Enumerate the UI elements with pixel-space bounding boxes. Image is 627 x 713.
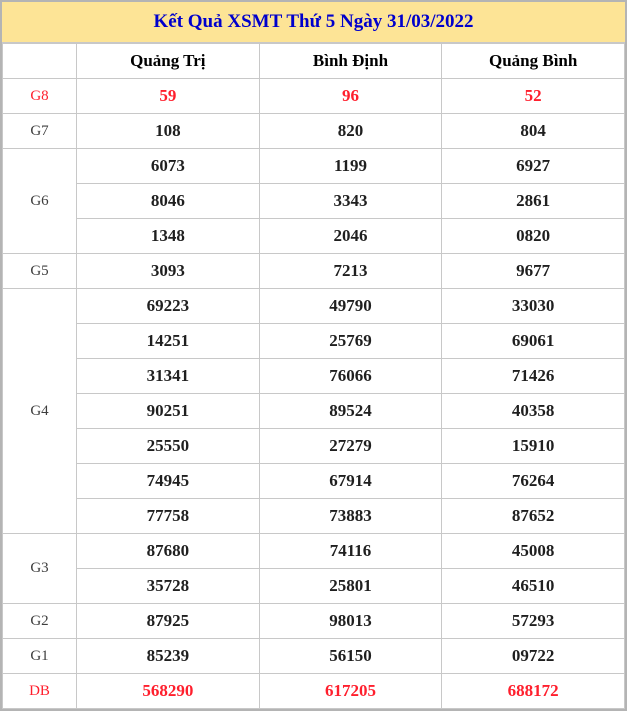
prize-row-g5: G5 3093 7213 9677 [2, 253, 625, 289]
prize-value: 27279 [258, 428, 443, 464]
prize-value: 09722 [441, 638, 625, 674]
prize-value: 67914 [258, 463, 443, 499]
prize-value: 6927 [441, 148, 625, 184]
prize-value: 52 [441, 78, 625, 114]
prize-value: 804 [441, 113, 625, 149]
prize-row-g3-1: G3 87680 74116 45008 [2, 533, 625, 604]
prize-row-g3-2: 35728 25801 46510 [3, 568, 625, 604]
prize-label-g8: G8 [2, 78, 77, 114]
prize-row-g2: G2 87925 98013 57293 [2, 603, 625, 639]
prize-value: 3343 [258, 183, 443, 219]
prize-value: 87680 [76, 533, 260, 569]
prize-value: 1348 [76, 218, 260, 254]
prize-label-g1: G1 [2, 638, 77, 674]
prize-value: 77758 [76, 498, 260, 534]
prize-value: 74945 [76, 463, 260, 499]
prize-value: 87652 [441, 498, 625, 534]
prize-value: 6073 [76, 148, 260, 184]
prize-value: 688172 [441, 673, 625, 709]
prize-value: 8046 [76, 183, 260, 219]
prize-value: 25550 [76, 428, 260, 464]
prize-label-g3: G3 [2, 533, 77, 604]
prize-value: 25801 [258, 568, 443, 604]
results-table-body: G8 59 96 52 G7 108 820 804 G6 6073 1199 6927 8046 334… [2, 78, 625, 709]
prize-value: 7213 [258, 253, 443, 289]
prize-value: 46510 [441, 568, 625, 604]
prize-value: 90251 [76, 393, 260, 429]
prize-value: 49790 [258, 288, 443, 324]
prize-value: 108 [76, 113, 260, 149]
prize-value: 73883 [258, 498, 443, 534]
prize-label-g7: G7 [2, 113, 77, 149]
prize-value: 59 [76, 78, 260, 114]
prize-value: 76264 [441, 463, 625, 499]
prize-row-g4-3: 31341 76066 71426 [3, 358, 625, 394]
prize-value: 2861 [441, 183, 625, 219]
prize-value: 15910 [441, 428, 625, 464]
prize-value: 0820 [441, 218, 625, 254]
prize-value: 98013 [258, 603, 443, 639]
prize-row-g6-1: G6 6073 1199 6927 [2, 148, 625, 254]
header-row: Quảng Trị Bình Định Quảng Bình [2, 43, 625, 79]
prize-value: 69223 [76, 288, 260, 324]
prize-value: 89524 [258, 393, 443, 429]
prize-value: 9677 [441, 253, 625, 289]
prize-value: 33030 [441, 288, 625, 324]
prize-row-g4-6: 74945 67914 76264 [3, 463, 625, 499]
prize-value: 76066 [258, 358, 443, 394]
title-banner: Kết Quả XSMT Thứ 5 Ngày 31/03/2022 [2, 2, 625, 43]
corner-cell [2, 43, 77, 79]
prize-value: 45008 [441, 533, 625, 569]
prize-label-db: DB [2, 673, 77, 709]
prize-value: 71426 [441, 358, 625, 394]
column-header-province-3: Quảng Bình [441, 43, 625, 79]
prize-label-g5: G5 [2, 253, 77, 289]
prize-label-g4: G4 [2, 288, 77, 534]
prize-value: 74116 [258, 533, 443, 569]
prize-value: 35728 [76, 568, 260, 604]
prize-row-g4-5: 25550 27279 15910 [3, 428, 625, 464]
prize-row-g4-2: 14251 25769 69061 [3, 323, 625, 359]
prize-value: 69061 [441, 323, 625, 359]
prize-row-g4-7: 77758 73883 87652 [3, 498, 625, 534]
prize-value: 568290 [76, 673, 260, 709]
prize-row-g4-4: 90251 89524 40358 [3, 393, 625, 429]
prize-row-g4-1: G4 69223 49790 33030 [2, 288, 625, 534]
prize-value: 820 [258, 113, 443, 149]
prize-value: 56150 [258, 638, 443, 674]
prize-value: 57293 [441, 603, 625, 639]
prize-row-g7: G7 108 820 804 [2, 113, 625, 149]
prize-value: 3093 [76, 253, 260, 289]
prize-row-db: DB 568290 617205 688172 [2, 673, 625, 709]
prize-row-g6-2: 8046 3343 2861 [3, 183, 625, 219]
prize-value: 40358 [441, 393, 625, 429]
prize-value: 617205 [258, 673, 443, 709]
prize-value: 1199 [258, 148, 443, 184]
prize-row-g1: G1 85239 56150 09722 [2, 638, 625, 674]
column-header-province-2: Bình Định [258, 43, 443, 79]
prize-row-g6-3: 1348 2046 0820 [3, 218, 625, 254]
prize-row-g8: G8 59 96 52 [2, 78, 625, 114]
lottery-results-table: Quảng Trị Bình Định Quảng Bình G8 59 96 52 G… [2, 43, 625, 709]
page-title: Kết Quả XSMT Thứ 5 Ngày 31/03/2022 [153, 11, 474, 32]
column-header-province-1: Quảng Trị [76, 43, 260, 79]
prize-value: 96 [258, 78, 443, 114]
prize-value: 2046 [258, 218, 443, 254]
prize-label-g2: G2 [2, 603, 77, 639]
prize-value: 14251 [76, 323, 260, 359]
prize-value: 31341 [76, 358, 260, 394]
prize-value: 87925 [76, 603, 260, 639]
prize-value: 85239 [76, 638, 260, 674]
prize-value: 25769 [258, 323, 443, 359]
prize-label-g6: G6 [2, 148, 77, 254]
